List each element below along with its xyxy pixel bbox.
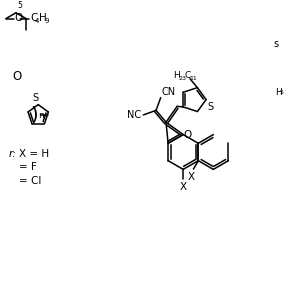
- Text: H: H: [174, 71, 180, 80]
- Text: S: S: [207, 103, 213, 113]
- Text: X: X: [180, 182, 187, 192]
- Text: = Cl: = Cl: [19, 176, 41, 186]
- Text: CN: CN: [162, 87, 176, 97]
- Text: 23: 23: [178, 76, 186, 81]
- Text: O: O: [15, 13, 23, 23]
- Text: 5: 5: [280, 90, 284, 95]
- Text: O: O: [12, 70, 21, 83]
- Text: s: s: [274, 39, 279, 49]
- Text: n: n: [38, 111, 43, 120]
- Text: 5: 5: [17, 1, 22, 10]
- Text: NC: NC: [127, 110, 141, 120]
- Text: H: H: [39, 13, 47, 23]
- Text: C: C: [30, 13, 37, 23]
- Text: X = H: X = H: [19, 149, 49, 159]
- Text: O: O: [183, 130, 192, 140]
- Text: H: H: [275, 88, 282, 96]
- Text: r:: r:: [8, 149, 16, 159]
- Text: X: X: [188, 172, 195, 182]
- Text: 11: 11: [189, 76, 197, 81]
- Text: = F: = F: [19, 162, 37, 173]
- Text: ): ): [30, 106, 38, 125]
- Text: S: S: [32, 93, 38, 103]
- Text: 9: 9: [45, 18, 49, 24]
- Text: 4: 4: [35, 18, 39, 24]
- Text: C: C: [184, 71, 190, 80]
